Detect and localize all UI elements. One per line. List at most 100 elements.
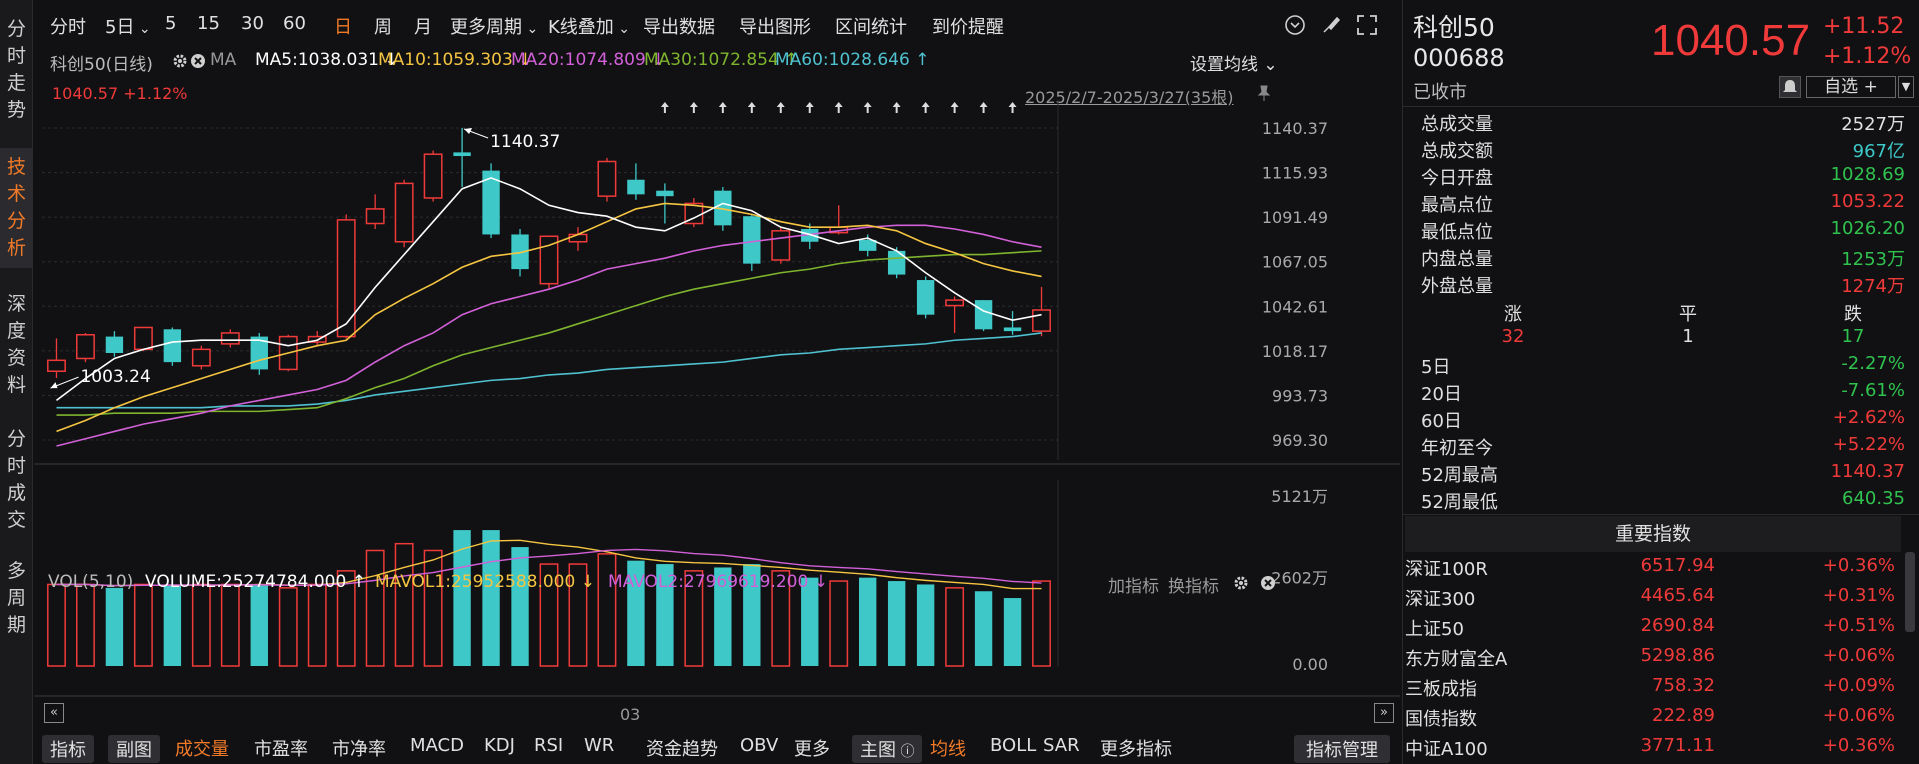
indicator-tab-0[interactable]: 指标 (42, 735, 94, 763)
indicator-manage-button[interactable]: 指标管理 (1294, 735, 1390, 763)
close-icon[interactable] (190, 53, 206, 69)
period-tab-13[interactable]: 区间统计 (835, 17, 907, 38)
nav-item-3[interactable]: 分时成交 (0, 420, 33, 540)
period-label: 20日 (1421, 384, 1462, 405)
event-marker-icon (979, 102, 988, 113)
indicator-tab-10[interactable]: OBV (740, 735, 779, 756)
candle-body (771, 230, 791, 261)
y-tick-label: 1091.49 (1262, 208, 1328, 227)
y-tick-label: 1140.37 (1262, 119, 1328, 138)
range-label[interactable]: 2025/2/7-2025/3/27(35根) (1025, 88, 1234, 107)
main-indicator-tab-0[interactable]: 均线 (930, 739, 966, 760)
indicator-tab-2[interactable]: 成交量 (175, 739, 229, 760)
period-tab-8[interactable]: 月 (414, 17, 432, 38)
index-pct: +0.06% (1822, 645, 1895, 666)
period-value: -7.61% (1841, 380, 1905, 401)
main-indicator-tab-2[interactable]: SAR (1043, 735, 1080, 756)
indicator-tab-1[interactable]: 副图 (108, 735, 160, 763)
index-row[interactable]: 东方财富全A 5298.86 +0.06% (1405, 645, 1895, 675)
nav-item-0[interactable]: 分时走势 (0, 10, 33, 130)
index-row[interactable]: 国债指数 222.89 +0.06% (1405, 705, 1895, 735)
period-tab-12[interactable]: 导出图形 (739, 17, 811, 38)
index-scrollbar[interactable] (1905, 552, 1915, 632)
volume-bar (394, 542, 414, 667)
indicator-tab-9[interactable]: 资金趋势 (646, 739, 718, 760)
scroll-right-button[interactable]: » (1374, 703, 1394, 723)
breadth-down-label: 跌 (1844, 304, 1862, 325)
candle-body (47, 359, 66, 372)
indicator-tab-7[interactable]: RSI (534, 735, 564, 756)
nav-char: 期 (6, 614, 26, 636)
indicator-tab-6[interactable]: KDJ (484, 735, 515, 756)
scroll-left-button[interactable]: « (44, 703, 64, 723)
volume-bar (423, 549, 443, 667)
period-tab-2[interactable]: 5 (165, 13, 177, 34)
watchlist-add-button[interactable]: 自选 + (1806, 76, 1896, 98)
bell-icon[interactable] (1779, 76, 1801, 98)
period-tab-10[interactable]: K线叠加 ⌄ (548, 17, 630, 38)
period-tab-14[interactable]: 到价提醒 (932, 17, 1004, 38)
stat-value: 967亿 (1852, 141, 1905, 162)
gear-icon[interactable] (172, 53, 188, 69)
period-label: 5日 (1421, 357, 1451, 378)
period-tab-7[interactable]: 周 (374, 17, 392, 38)
period-tab-0[interactable]: 分时 (50, 17, 86, 38)
index-panel-title: 重要指数 (1405, 516, 1901, 552)
index-row[interactable]: 中证A100 3771.11 +0.36% (1405, 735, 1895, 764)
stat-row: 总成交量 2527万 (1421, 110, 1905, 137)
ma60-value: MA60:1028.646 ↑ (775, 50, 930, 70)
index-price: 3771.11 (1640, 735, 1715, 756)
stock-name: 科创50 (1413, 13, 1495, 42)
stat-value: 1028.69 (1830, 164, 1905, 185)
circle-chevron-icon[interactable] (1284, 14, 1306, 36)
kline-chart[interactable]: 1140.37 1115.93 1091.49 1067.05 1042.61 1018.… (34, 100, 1400, 730)
indicator-tab-11[interactable]: 更多 (794, 739, 830, 760)
x-axis-label: 03 (620, 705, 641, 724)
ma30-value: MA30:1072.854 ↑ (644, 50, 799, 70)
volume-bar (511, 547, 529, 666)
nav-item-2[interactable]: 深度资料 (0, 285, 33, 405)
nav-char: 深 (6, 293, 26, 315)
gear-icon[interactable] (1233, 575, 1249, 591)
index-row[interactable]: 上证50 2690.84 +0.51% (1405, 615, 1895, 645)
nav-char: 势 (6, 99, 26, 121)
index-pct: +0.06% (1822, 705, 1895, 726)
volume-bar (365, 549, 385, 667)
chevron-down-icon[interactable]: ▼ (1898, 76, 1914, 98)
nav-char: 时 (6, 45, 26, 67)
period-tab-4[interactable]: 30 (241, 13, 264, 34)
brush-icon[interactable] (1320, 14, 1342, 36)
indicator-tab-4[interactable]: 市净率 (332, 739, 386, 760)
index-name: 上证50 (1405, 619, 1464, 640)
candle-body (220, 332, 240, 345)
period-tab-9[interactable]: 更多周期 ⌄ (450, 17, 539, 38)
main-indicator-tab-1[interactable]: BOLL (990, 735, 1037, 756)
nav-item-1[interactable]: 技术分析 (0, 148, 33, 268)
index-pct: +0.09% (1822, 675, 1895, 696)
main-chart-tab[interactable]: 主图 ⓘ (852, 735, 923, 763)
period-tab-1[interactable]: 5日 ⌄ (105, 17, 151, 38)
main-indicator-tab-3[interactable]: 更多指标 (1100, 739, 1172, 760)
period-tab-6[interactable]: 日 (334, 17, 352, 38)
index-row[interactable]: 深证100R 6517.94 +0.36% (1405, 555, 1895, 585)
index-row[interactable]: 深证300 4465.64 +0.31% (1405, 585, 1895, 615)
volume-bar (1032, 580, 1051, 667)
candle-body (105, 336, 124, 354)
close-icon[interactable] (1260, 575, 1276, 591)
period-tab-5[interactable]: 60 (283, 13, 306, 34)
nav-item-4[interactable]: 多周期 (0, 552, 33, 645)
pin-icon[interactable] (1256, 84, 1272, 102)
mavol1-value: MAVOL1:25952588.000 ↓ (375, 572, 595, 592)
period-tab-11[interactable]: 导出数据 (643, 17, 715, 38)
indicator-tab-3[interactable]: 市盈率 (254, 739, 308, 760)
max-price-label: 1140.37 (490, 132, 560, 152)
ma-settings-dropdown[interactable]: 设置均线 ⌄ (1190, 55, 1278, 75)
swap-indicator-button[interactable]: 换指标 (1168, 577, 1219, 597)
nav-char: 分 (6, 428, 26, 450)
indicator-tab-8[interactable]: WR (584, 735, 615, 756)
index-row[interactable]: 三板成指 758.32 +0.09% (1405, 675, 1895, 705)
indicator-tab-5[interactable]: MACD (410, 735, 464, 756)
add-indicator-button[interactable]: 加指标 (1108, 577, 1159, 597)
period-tab-3[interactable]: 15 (197, 13, 220, 34)
fullscreen-icon[interactable] (1356, 14, 1378, 36)
